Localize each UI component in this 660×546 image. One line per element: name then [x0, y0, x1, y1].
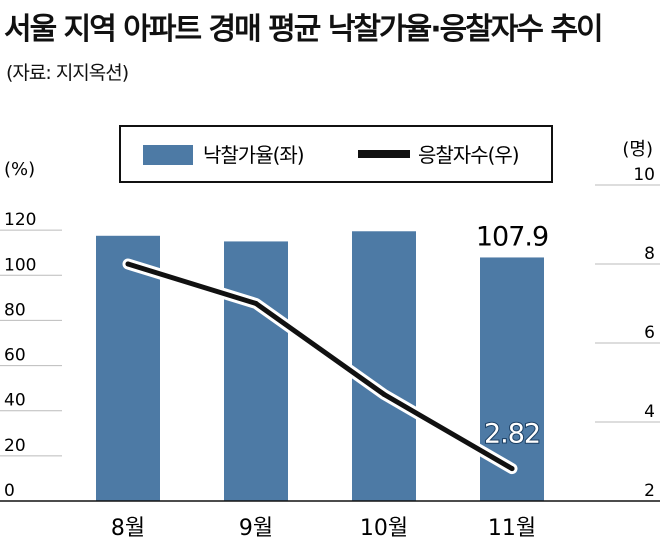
bar-data-label: 107.9 [476, 221, 548, 252]
right-axis-unit: (명) [622, 139, 653, 160]
line-series [122, 258, 518, 475]
bar [96, 235, 160, 502]
legend-bar-swatch [143, 145, 193, 165]
left-axis: (%) 0 20 40 60 80 100 120 [4, 159, 36, 501]
line-point [125, 261, 131, 267]
line-point [509, 466, 515, 472]
left-axis-unit: (%) [4, 159, 35, 180]
right-tick-label: 8 [644, 244, 655, 264]
legend-line-swatch [358, 150, 410, 158]
left-tick-label: 100 [4, 255, 36, 275]
right-tick-label: 2 [644, 481, 655, 501]
x-tick-label: 8월 [111, 516, 145, 541]
data-labels: 107.9 2.82 [476, 221, 549, 450]
legend-bar-label: 낙찰가율(좌) [203, 143, 304, 167]
bar-series [96, 231, 544, 502]
line-point [253, 301, 259, 306]
x-tick-label: 9월 [239, 516, 273, 541]
left-tick-label: 120 [4, 210, 36, 230]
left-tick-label: 0 [4, 481, 15, 501]
x-tick-label: 11월 [488, 516, 536, 541]
x-axis: 8월 9월 10월 11월 [0, 500, 660, 541]
right-tick-label: 10 [633, 165, 655, 185]
source-note: (자료: 지지옥션) [6, 62, 129, 84]
left-tick-label: 60 [4, 346, 26, 366]
line-data-label: 2.82 [484, 419, 540, 450]
line-point [381, 391, 387, 397]
left-tick-label: 20 [4, 436, 26, 456]
bar [352, 231, 416, 501]
right-tick-label: 6 [644, 323, 655, 343]
left-tick-label: 40 [4, 391, 26, 411]
chart-title: 서울 지역 아파트 경매 평균 낙찰가율·응찰자수 추이 [4, 12, 604, 47]
legend: 낙찰가율(좌) 응찰자수(우) [119, 125, 553, 183]
legend-line-label: 응찰자수(우) [418, 143, 519, 167]
line-path [125, 261, 515, 472]
x-tick-label: 10월 [360, 516, 408, 541]
right-tick-label: 4 [644, 402, 655, 422]
left-tick-label: 80 [4, 300, 26, 320]
right-axis: (명) 2 4 6 8 10 [622, 139, 655, 501]
bar [224, 241, 288, 501]
